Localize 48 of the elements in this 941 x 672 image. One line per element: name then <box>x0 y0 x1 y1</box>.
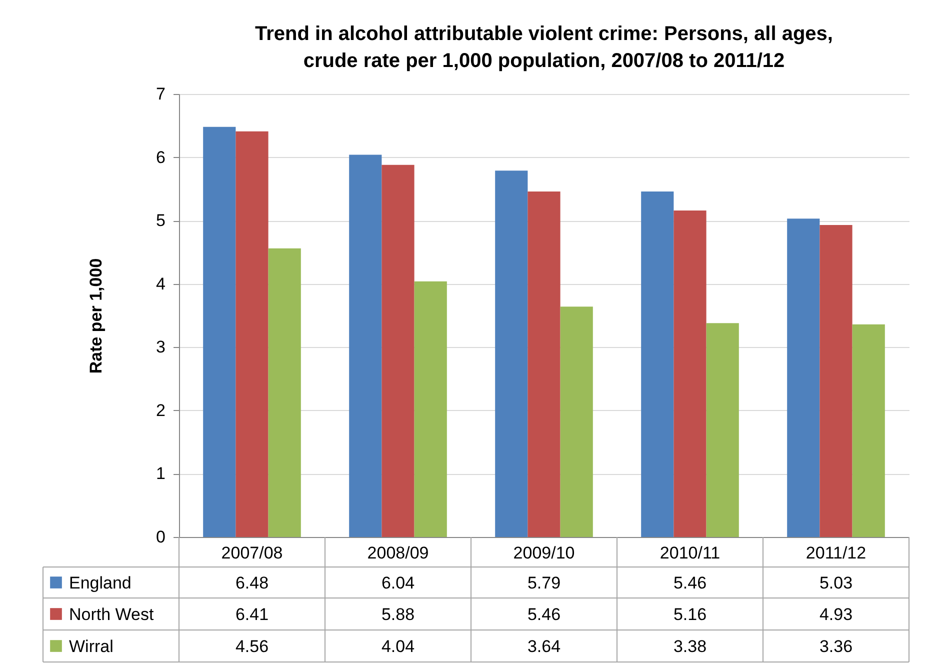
data-label: 5.88 <box>381 605 415 624</box>
y-axis-title: Rate per 1,000 <box>86 258 106 374</box>
bar <box>787 218 820 537</box>
data-label: 5.46 <box>527 605 561 624</box>
bar <box>674 210 706 537</box>
data-label: 4.93 <box>819 605 853 624</box>
data-label: 3.36 <box>819 637 853 656</box>
x-tick-label: 2007/08 <box>221 544 283 562</box>
bar <box>414 281 447 537</box>
bar <box>382 164 414 537</box>
data-label: 5.16 <box>673 605 707 624</box>
x-tick-label: 2009/10 <box>513 544 575 562</box>
bar <box>641 191 674 537</box>
data-label: 6.48 <box>235 574 269 592</box>
legend-label: North West <box>69 605 154 624</box>
bar <box>528 191 560 537</box>
y-tick-label: 7 <box>156 84 166 104</box>
y-tick-label: 6 <box>156 148 166 167</box>
y-tick-label: 0 <box>156 528 166 546</box>
data-label: 5.03 <box>819 574 853 592</box>
data-label: 5.46 <box>673 574 707 592</box>
y-tick-label: 1 <box>156 464 166 484</box>
bar <box>236 131 268 537</box>
x-tick-label: 2011/12 <box>806 544 866 562</box>
legend-label: England <box>69 574 132 592</box>
bar <box>203 126 236 537</box>
x-tick-label: 2008/09 <box>367 544 429 562</box>
data-label: 6.04 <box>381 574 415 592</box>
data-label: 4.56 <box>235 637 269 656</box>
y-tick-label: 3 <box>156 338 166 357</box>
chart-title: Trend in alcohol attributable violent crime: Persons, all ages, crude rate per 1,000 population, 2007/08 to 2011/12 <box>255 23 833 72</box>
data-label: 3.38 <box>673 637 707 656</box>
bar <box>495 170 528 537</box>
x-tick-label: 2010/11 <box>660 544 720 562</box>
bar <box>349 154 382 537</box>
bar <box>852 324 885 537</box>
data-label: 3.64 <box>527 637 561 656</box>
data-label: 6.41 <box>235 605 269 624</box>
bar <box>268 248 301 537</box>
y-tick-label: 4 <box>156 274 166 294</box>
bar <box>706 323 739 537</box>
y-tick-label: 5 <box>156 211 166 230</box>
data-label: 4.04 <box>381 637 415 656</box>
legend-label: Wirral <box>69 637 114 656</box>
data-label: 5.79 <box>527 574 561 592</box>
bar <box>820 225 852 537</box>
bar <box>560 306 593 537</box>
y-tick-label: 2 <box>156 400 166 420</box>
